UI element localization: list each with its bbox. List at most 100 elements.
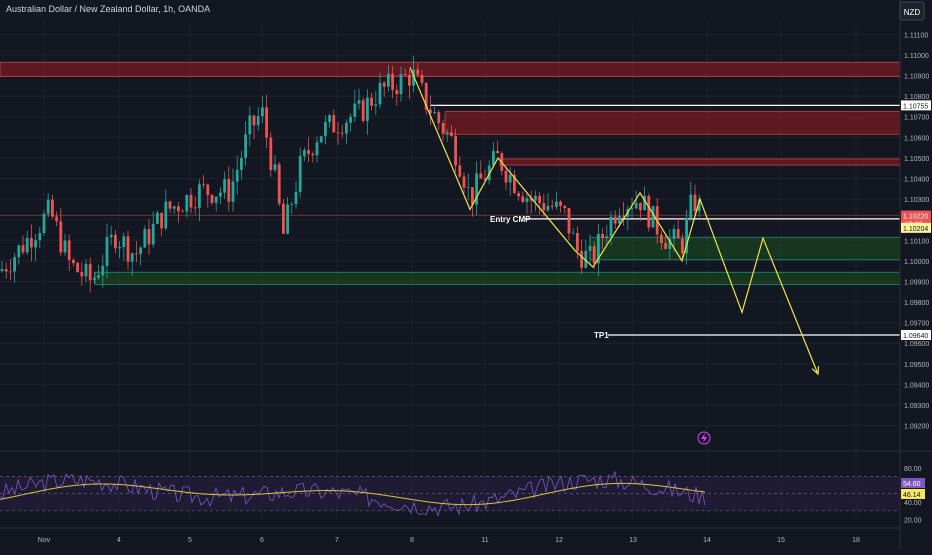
candle-body bbox=[109, 234, 113, 238]
chart-title: Australian Dollar / New Zealand Dollar, … bbox=[6, 4, 210, 14]
candle-body bbox=[193, 207, 197, 209]
candle-body bbox=[563, 205, 567, 209]
y-tick-label: 1.11000 bbox=[904, 53, 929, 60]
candle-body bbox=[412, 69, 415, 86]
candle-body bbox=[126, 236, 130, 262]
candle-body bbox=[172, 206, 176, 209]
candle-body bbox=[424, 82, 428, 110]
candle-body bbox=[88, 263, 92, 281]
candle-body bbox=[689, 194, 693, 218]
candle-body bbox=[118, 247, 121, 249]
candle-body bbox=[357, 100, 361, 104]
supply-zone bbox=[444, 111, 901, 135]
candle-body bbox=[466, 187, 470, 189]
rsi-value-label: 46.14 bbox=[903, 492, 921, 499]
candle-body bbox=[429, 109, 432, 114]
y-tick-label: 1.10300 bbox=[904, 197, 929, 204]
candle-body bbox=[676, 229, 680, 239]
candle-body bbox=[290, 204, 294, 205]
candle-body bbox=[597, 233, 600, 264]
currency-badge[interactable]: NZD bbox=[899, 1, 925, 21]
candle-body bbox=[156, 212, 159, 224]
candle-body bbox=[17, 245, 21, 258]
candle-body bbox=[529, 198, 533, 201]
candle-body bbox=[618, 216, 621, 224]
price-label: 1.10220 bbox=[903, 214, 928, 221]
candle-body bbox=[273, 164, 277, 171]
candle-body bbox=[307, 150, 310, 154]
price-label-box bbox=[901, 329, 931, 340]
candle-body bbox=[450, 132, 453, 136]
x-tick-label: 12 bbox=[555, 537, 563, 544]
candle-body bbox=[72, 259, 75, 264]
candle-body bbox=[643, 196, 646, 211]
candle-body bbox=[550, 205, 554, 207]
candle-body bbox=[592, 246, 596, 264]
x-tick-label: 7 bbox=[335, 537, 339, 544]
rsi-value-box bbox=[901, 489, 925, 499]
candle-body bbox=[508, 174, 512, 183]
candle-body bbox=[660, 234, 663, 243]
candle-body bbox=[25, 237, 29, 253]
candle-body bbox=[445, 132, 449, 134]
candle-body bbox=[420, 74, 424, 83]
candle-body bbox=[231, 181, 235, 202]
candle-body bbox=[622, 216, 625, 217]
candle-body bbox=[244, 134, 247, 159]
y-tick-label: 1.09600 bbox=[904, 341, 929, 348]
candle-body bbox=[437, 112, 441, 124]
candle-body bbox=[0, 269, 4, 272]
currency-badge-box bbox=[899, 1, 925, 21]
candle-body bbox=[664, 242, 667, 249]
candle-body bbox=[366, 97, 369, 121]
y-tick-label: 1.10700 bbox=[904, 115, 929, 122]
candle-body bbox=[353, 103, 357, 117]
candle-body bbox=[685, 217, 688, 254]
candle-body bbox=[416, 69, 420, 75]
candle-body bbox=[513, 174, 516, 194]
candle-body bbox=[496, 150, 499, 154]
candle-body bbox=[67, 240, 71, 260]
candle-body bbox=[181, 211, 184, 213]
candle-body bbox=[613, 216, 617, 224]
y-tick-label: 1.10400 bbox=[904, 176, 929, 183]
candle-body bbox=[487, 165, 491, 181]
y-tick-label: 1.10900 bbox=[904, 74, 929, 81]
x-tick-label: Nov bbox=[38, 537, 51, 544]
candle-body bbox=[46, 199, 50, 214]
x-tick-label: 14 bbox=[703, 537, 711, 544]
y-tick-label: 1.10100 bbox=[904, 238, 929, 245]
candle-body bbox=[479, 173, 483, 179]
candle-body bbox=[311, 153, 315, 156]
candle-body bbox=[214, 196, 218, 203]
candle-body bbox=[580, 250, 583, 268]
candle-body bbox=[328, 115, 331, 123]
lightning-icon[interactable] bbox=[697, 431, 711, 445]
candle-body bbox=[135, 253, 138, 255]
candle-body bbox=[34, 240, 37, 248]
candle-body bbox=[517, 193, 520, 197]
price-label-box bbox=[901, 100, 931, 111]
candle-body bbox=[80, 272, 84, 277]
y-tick-label: 1.10800 bbox=[904, 94, 929, 101]
candle-body bbox=[93, 277, 96, 281]
candle-body bbox=[160, 212, 163, 229]
candle-body bbox=[395, 89, 399, 95]
x-tick-label: 11 bbox=[481, 537, 488, 544]
candle-body bbox=[651, 206, 655, 228]
candle-body bbox=[332, 115, 336, 133]
zigzag-arrowhead bbox=[811, 366, 820, 376]
candle-body bbox=[538, 195, 541, 204]
candle-body bbox=[139, 247, 142, 254]
candle-body bbox=[382, 82, 386, 87]
candle-body bbox=[210, 194, 214, 203]
price-label: 1.09640 bbox=[903, 333, 928, 340]
rsi-ma-line bbox=[0, 482, 706, 506]
y-tick-label: 1.09800 bbox=[904, 300, 929, 307]
candle-body bbox=[59, 221, 63, 253]
candle-body bbox=[227, 179, 231, 202]
rsi-value-label: 54.60 bbox=[903, 481, 921, 488]
